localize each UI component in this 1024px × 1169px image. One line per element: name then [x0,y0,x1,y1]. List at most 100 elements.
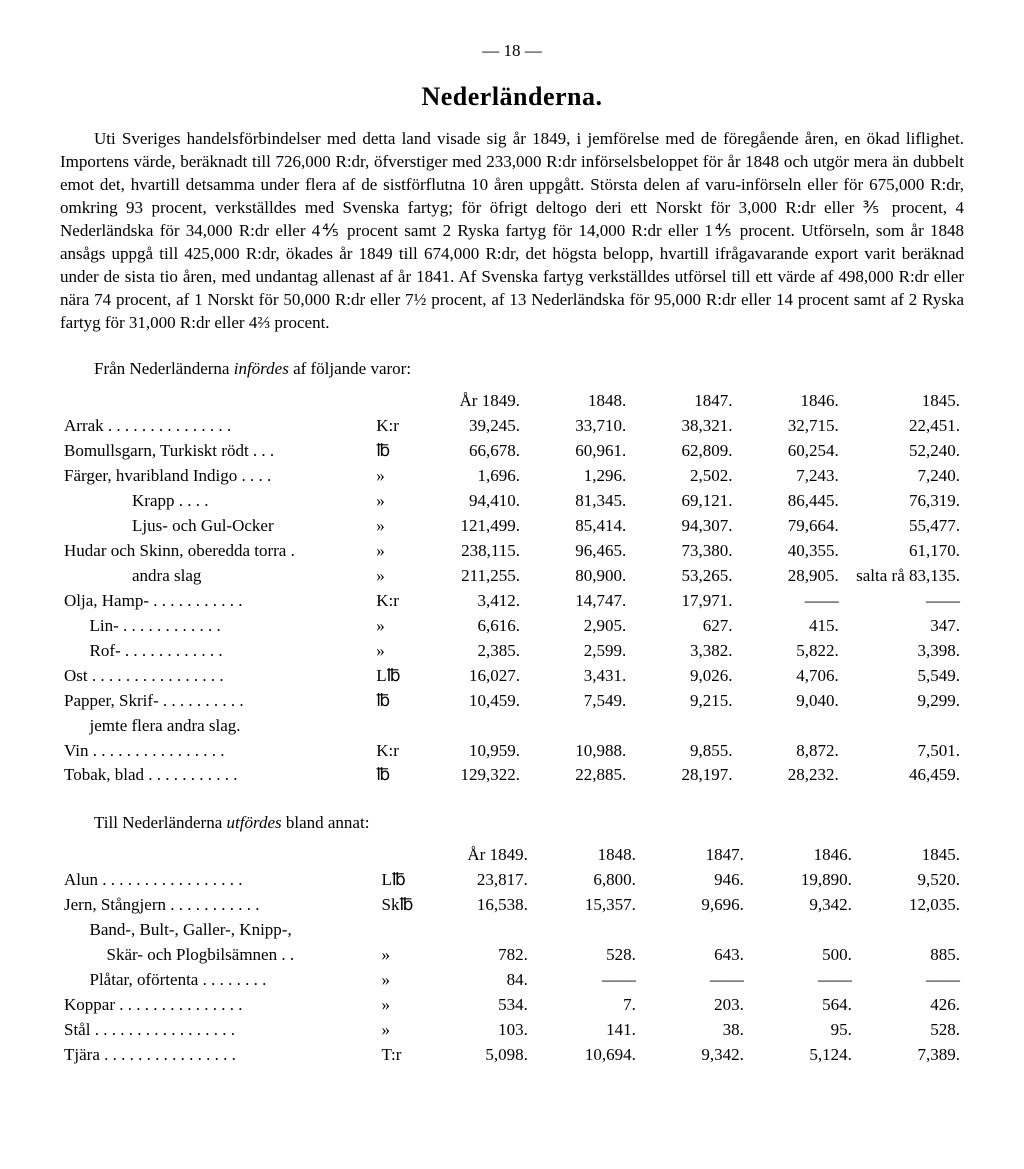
row-value: 39,245. [418,414,524,439]
row-value: 347. [843,614,964,639]
row-value: 3,412. [418,589,524,614]
table-row: Krapp . . . .»94,410.81,345.69,121.86,44… [60,489,964,514]
row-label: Ljus- och Gul-Ocker [60,514,372,539]
year-1849: År 1849. [418,389,524,414]
row-label: andra slag [60,564,372,589]
row-value: 10,459. [418,689,524,714]
table-row: Lin- . . . . . . . . . . . .»6,616.2,905… [60,614,964,639]
row-value: 528. [532,943,640,968]
exports-header-row: År 1849. 1848. 1847. 1846. 1845. [60,843,964,868]
row-unit: L℔ [378,868,424,893]
row-value: 94,307. [630,514,736,539]
table-row: Plåtar, oförtenta . . . . . . . .»84.———… [60,968,964,993]
row-value: 28,232. [736,763,842,788]
row-value: 33,710. [524,414,630,439]
row-value: 9,215. [630,689,736,714]
row-value: 3,382. [630,639,736,664]
row-value [640,918,748,943]
table-row: Ost . . . . . . . . . . . . . . . .L℔16,… [60,664,964,689]
row-value: 6,616. [418,614,524,639]
year-1845: 1845. [856,843,964,868]
table-row: andra slag»211,255.80,900.53,265.28,905.… [60,564,964,589]
table-row: Färger, hvaribland Indigo . . . .»1,696.… [60,464,964,489]
row-value: 46,459. [843,763,964,788]
row-value: 9,855. [630,739,736,764]
row-value: 32,715. [736,414,842,439]
row-label: Tobak, blad . . . . . . . . . . . [60,763,372,788]
row-value: 564. [748,993,856,1018]
row-value: —— [856,968,964,993]
row-value: 121,499. [418,514,524,539]
row-unit [378,918,424,943]
row-value: 28,197. [630,763,736,788]
row-value: 62,809. [630,439,736,464]
row-unit: » [378,943,424,968]
row-value: 85,414. [524,514,630,539]
exports-intro: Till Nederländerna utfördes bland annat: [60,812,964,835]
row-value: 66,678. [418,439,524,464]
row-value: 3,431. [524,664,630,689]
imports-intro-pre: Från Nederländerna [94,359,234,378]
row-value [630,714,736,739]
row-value: 5,124. [748,1043,856,1068]
row-value: 7,243. [736,464,842,489]
row-value: 15,357. [532,893,640,918]
row-label: Skär- och Plogbilsämnen . . [60,943,378,968]
row-unit: » [378,968,424,993]
row-value: 7,501. [843,739,964,764]
row-value: 500. [748,943,856,968]
row-value: 9,696. [640,893,748,918]
year-1847: 1847. [630,389,736,414]
body-paragraph: Uti Sveriges handelsförbindelser med det… [60,128,964,334]
row-value: —— [748,968,856,993]
table-row: Arrak . . . . . . . . . . . . . . .K:r39… [60,414,964,439]
imports-intro-post: af följande varor: [289,359,411,378]
table-row: Stål . . . . . . . . . . . . . . . . .»1… [60,1018,964,1043]
row-value: 9,026. [630,664,736,689]
row-value: 60,961. [524,439,630,464]
table-row: Bomullsgarn, Turkiskt rödt . . .℔66,678.… [60,439,964,464]
page-number: — 18 — [60,40,964,63]
row-unit: ℔ [372,763,418,788]
row-value: 2,385. [418,639,524,664]
row-value: 9,299. [843,689,964,714]
row-label: Vin . . . . . . . . . . . . . . . . [60,739,372,764]
row-value [843,714,964,739]
row-value: 9,342. [748,893,856,918]
table-row: Ljus- och Gul-Ocker»121,499.85,414.94,30… [60,514,964,539]
row-value [856,918,964,943]
row-label: Band-, Bult-, Galler-, Knipp-, [60,918,378,943]
year-1847: 1847. [640,843,748,868]
row-value: 643. [640,943,748,968]
row-value: 23,817. [424,868,532,893]
row-label: Tjära . . . . . . . . . . . . . . . . [60,1043,378,1068]
row-value: 5,549. [843,664,964,689]
row-label: Plåtar, oförtenta . . . . . . . . [60,968,378,993]
row-label: Stål . . . . . . . . . . . . . . . . . [60,1018,378,1043]
row-value: 129,322. [418,763,524,788]
row-value: 2,905. [524,614,630,639]
row-value: 10,694. [532,1043,640,1068]
row-label: Krapp . . . . [60,489,372,514]
row-label: Arrak . . . . . . . . . . . . . . . [60,414,372,439]
row-value: 38. [640,1018,748,1043]
row-unit: ℔ [372,689,418,714]
row-value: 8,872. [736,739,842,764]
row-value: 16,538. [424,893,532,918]
row-value: 73,380. [630,539,736,564]
row-value: 80,900. [524,564,630,589]
row-value: 53,265. [630,564,736,589]
row-label: jemte flera andra slag. [60,714,372,739]
row-value: 17,971. [630,589,736,614]
imports-intro: Från Nederländerna infördes af följande … [60,358,964,381]
row-unit: L℔ [372,664,418,689]
row-value: 12,035. [856,893,964,918]
row-value: 9,040. [736,689,842,714]
exports-table: År 1849. 1848. 1847. 1846. 1845. Alun . … [60,843,964,1067]
row-value [424,918,532,943]
row-value: 55,477. [843,514,964,539]
table-row: Tobak, blad . . . . . . . . . . .℔129,32… [60,763,964,788]
row-value: —— [736,589,842,614]
row-unit: » [372,614,418,639]
year-1846: 1846. [748,843,856,868]
